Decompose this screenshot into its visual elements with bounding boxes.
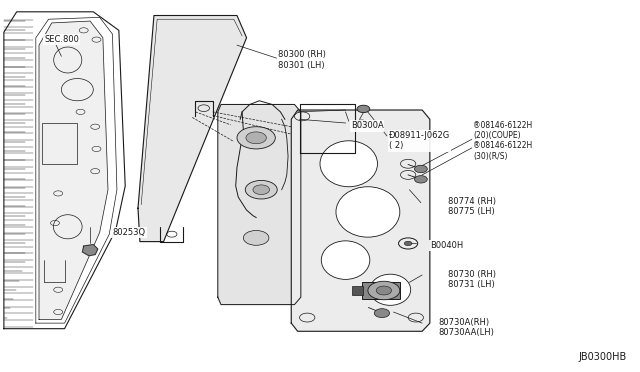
Text: JB0300HB: JB0300HB: [579, 352, 627, 362]
Text: 80730 (RH)
80731 (LH): 80730 (RH) 80731 (LH): [448, 270, 496, 289]
Circle shape: [243, 231, 269, 245]
Text: SEC.800: SEC.800: [44, 35, 79, 44]
Circle shape: [355, 120, 368, 128]
Polygon shape: [83, 244, 98, 256]
Ellipse shape: [336, 187, 400, 237]
Circle shape: [374, 309, 390, 318]
Polygon shape: [39, 21, 108, 320]
Bar: [352, 286, 364, 295]
Text: B0300A: B0300A: [351, 122, 383, 131]
Text: 80253Q: 80253Q: [113, 228, 145, 237]
Polygon shape: [138, 16, 246, 241]
Ellipse shape: [320, 141, 378, 187]
Polygon shape: [4, 12, 125, 329]
Text: B0040H: B0040H: [430, 241, 463, 250]
Text: 80300 (RH)
80301 (LH): 80300 (RH) 80301 (LH): [278, 50, 326, 70]
Circle shape: [404, 241, 412, 246]
Text: 80774 (RH)
80775 (LH): 80774 (RH) 80775 (LH): [448, 197, 496, 216]
Circle shape: [357, 105, 370, 113]
Circle shape: [415, 176, 428, 183]
Circle shape: [368, 281, 400, 300]
Bar: [362, 282, 400, 299]
Polygon shape: [291, 110, 430, 331]
Text: Ð08911-J062G
( 2): Ð08911-J062G ( 2): [389, 131, 450, 151]
Bar: [42, 123, 77, 164]
Circle shape: [253, 185, 269, 195]
Text: ®08146-6122H
(20)(COUPE)
®08146-6122H
(30)(R/S): ®08146-6122H (20)(COUPE) ®08146-6122H (3…: [473, 121, 532, 161]
Circle shape: [237, 127, 275, 149]
Text: 80730A(RH)
80730AA(LH): 80730A(RH) 80730AA(LH): [439, 318, 495, 337]
Circle shape: [415, 165, 428, 173]
Circle shape: [246, 132, 266, 144]
Polygon shape: [218, 105, 301, 305]
Ellipse shape: [370, 274, 411, 305]
Circle shape: [245, 180, 277, 199]
Ellipse shape: [321, 241, 370, 279]
Circle shape: [376, 286, 392, 295]
